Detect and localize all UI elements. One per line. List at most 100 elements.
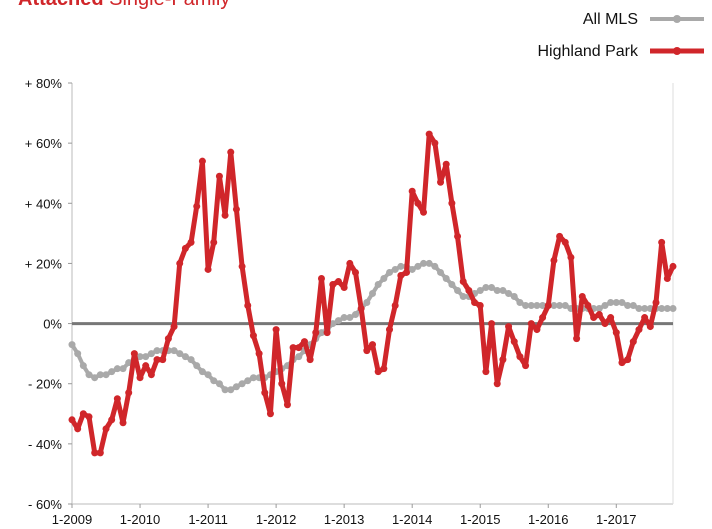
data-point — [147, 350, 155, 358]
data-point — [522, 302, 530, 310]
data-point — [641, 314, 649, 322]
data-point — [556, 232, 564, 240]
data-point — [170, 347, 178, 355]
data-point — [550, 256, 558, 264]
data-point — [204, 371, 212, 379]
data-point — [238, 380, 246, 388]
data-point — [459, 293, 467, 301]
data-point — [187, 238, 195, 246]
data-point — [386, 268, 394, 276]
data-point — [261, 389, 269, 397]
data-point — [346, 259, 354, 267]
data-point — [323, 329, 331, 337]
data-point — [612, 329, 620, 337]
data-point — [539, 314, 547, 322]
data-point — [249, 374, 257, 382]
data-point — [232, 383, 240, 391]
data-point — [420, 259, 428, 267]
y-tick-label: - 60% — [28, 497, 62, 512]
y-tick-label: + 40% — [25, 196, 63, 211]
data-point — [244, 302, 252, 310]
data-point — [346, 314, 354, 322]
data-point — [329, 280, 337, 288]
data-point — [96, 449, 104, 457]
data-point — [510, 293, 518, 301]
data-point — [425, 259, 433, 267]
data-point — [351, 268, 359, 276]
data-point — [448, 280, 456, 288]
x-tick-label: 1-2013 — [324, 512, 364, 527]
data-point — [522, 362, 530, 370]
data-point — [317, 274, 325, 282]
data-point — [255, 350, 263, 358]
data-point — [79, 410, 87, 418]
data-point — [244, 377, 252, 385]
data-point — [91, 374, 99, 382]
data-point — [590, 314, 598, 322]
data-point — [505, 290, 513, 297]
data-point — [476, 286, 484, 294]
y-tick-label: - 20% — [28, 377, 62, 392]
data-point — [527, 302, 535, 310]
data-point — [119, 419, 127, 427]
data-point — [130, 350, 138, 358]
data-point — [108, 368, 116, 376]
data-point — [374, 368, 382, 376]
data-point — [170, 323, 178, 331]
data-point — [442, 160, 450, 168]
data-point — [369, 341, 376, 349]
data-point — [295, 344, 303, 352]
data-point — [176, 350, 184, 358]
data-point — [612, 299, 620, 307]
data-point — [561, 302, 569, 310]
data-point — [601, 302, 609, 310]
data-point — [181, 244, 189, 252]
data-point — [210, 377, 218, 385]
data-point — [607, 299, 615, 307]
data-point — [176, 259, 184, 267]
data-point — [629, 338, 637, 346]
data-point — [420, 208, 428, 216]
y-tick-label: - 40% — [28, 437, 62, 452]
data-point — [431, 262, 439, 270]
data-point — [499, 356, 507, 364]
legend-marker — [673, 47, 681, 55]
data-point — [91, 449, 99, 457]
data-point — [119, 365, 127, 373]
data-point — [374, 280, 382, 288]
data-point — [431, 139, 439, 147]
data-point — [221, 211, 229, 219]
data-point — [465, 286, 473, 294]
data-point — [391, 302, 399, 310]
data-point — [471, 299, 479, 307]
x-tick-label: 1-2011 — [188, 512, 228, 527]
data-point — [125, 389, 133, 397]
data-point — [408, 265, 416, 273]
data-point — [527, 320, 535, 328]
data-point — [482, 368, 490, 376]
data-point — [454, 232, 462, 240]
data-point — [193, 202, 201, 210]
data-point — [283, 401, 291, 409]
data-point — [198, 157, 206, 165]
data-point — [380, 274, 388, 282]
data-point — [306, 356, 314, 364]
data-point — [476, 302, 484, 310]
data-point — [488, 283, 496, 291]
data-point — [635, 305, 643, 313]
x-tick-label: 1-2016 — [528, 512, 568, 527]
data-point — [539, 302, 547, 310]
data-point — [584, 302, 592, 310]
data-point — [550, 302, 558, 310]
data-point — [289, 344, 297, 352]
data-point — [397, 271, 405, 279]
y-tick-label: 0% — [43, 317, 62, 332]
data-point — [652, 299, 660, 307]
data-point — [334, 317, 342, 325]
data-point — [238, 262, 246, 270]
data-point — [340, 283, 348, 291]
data-point — [601, 320, 609, 328]
data-point — [204, 265, 212, 273]
data-point — [187, 356, 195, 364]
